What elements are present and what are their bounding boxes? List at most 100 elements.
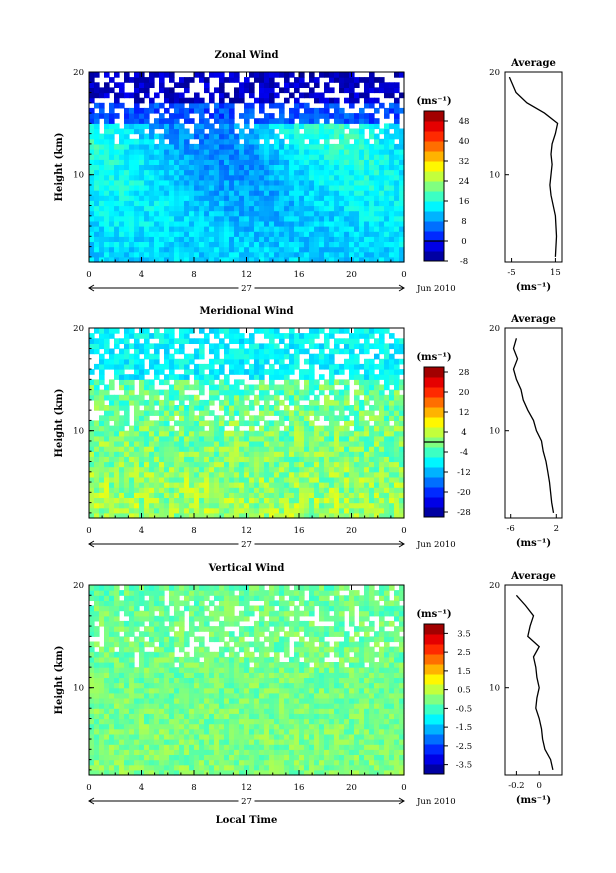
average-x-tick-label: 2 bbox=[554, 524, 559, 534]
colorbar-tick-label: 0.5 bbox=[457, 686, 471, 696]
average-profile: Average 10 20 -5 15 (ms⁻¹) bbox=[489, 58, 563, 293]
average-profile-line bbox=[515, 594, 554, 771]
heatmap-cells bbox=[89, 72, 405, 263]
x-tick-label: 8 bbox=[191, 783, 196, 793]
x-tick-label: 0 bbox=[401, 270, 406, 280]
average-frame bbox=[504, 584, 563, 776]
day-bar-left-arrow bbox=[88, 540, 95, 548]
day-label: 27 bbox=[241, 540, 252, 550]
colorbar-tick-label: 12 bbox=[459, 408, 470, 418]
panel-vertical: Vertical Wind 10 20 0 4 8 12 16 20 0 Height (km) 27… bbox=[54, 563, 563, 807]
x-tick-label: 0 bbox=[401, 783, 406, 793]
average-title: Average bbox=[510, 58, 556, 69]
colorbar-tick-label: 3.5 bbox=[457, 629, 471, 639]
colorbar-tick-label: -1.5 bbox=[456, 723, 472, 733]
average-y-tick-label: 10 bbox=[489, 171, 500, 181]
x-tick-label: 4 bbox=[139, 526, 144, 536]
y-tick-label: 20 bbox=[73, 68, 84, 78]
x-tick-label: 12 bbox=[241, 783, 252, 793]
panel-title: Meridional Wind bbox=[199, 306, 293, 317]
y-tick-label: 10 bbox=[73, 427, 84, 437]
average-x-tick-label: -0.2 bbox=[508, 781, 524, 791]
x-tick-label: 16 bbox=[294, 270, 305, 280]
average-x-tick-label: -5 bbox=[507, 268, 515, 278]
average-x-label: (ms⁻¹) bbox=[516, 538, 551, 549]
average-x-label: (ms⁻¹) bbox=[516, 795, 551, 806]
x-tick-label: 8 bbox=[191, 526, 196, 536]
colorbar-tick-label: 32 bbox=[459, 157, 470, 167]
day-bar-left-arrow bbox=[88, 284, 95, 292]
average-profile: Average 10 20 -6 2(ms⁻¹) bbox=[489, 314, 563, 549]
x-tick-label: 16 bbox=[294, 783, 305, 793]
y-tick-label: 10 bbox=[73, 684, 84, 694]
date-label: Jun 2010 bbox=[416, 284, 456, 294]
colorbar-frame bbox=[423, 110, 445, 262]
colorbar-tick-label: 4 bbox=[461, 428, 466, 438]
colorbar-tick-label: 48 bbox=[459, 117, 470, 127]
y-axis-label: Height (km) bbox=[54, 133, 65, 202]
date-label: Jun 2010 bbox=[416, 540, 456, 550]
day-bar-left-arrow bbox=[88, 797, 95, 805]
average-profile-line bbox=[508, 76, 559, 257]
colorbar-tick-label: -28 bbox=[457, 508, 471, 518]
average-y-tick-label: 20 bbox=[489, 68, 500, 78]
y-tick-label: 20 bbox=[73, 581, 84, 591]
day-label: 27 bbox=[241, 797, 252, 807]
y-tick-label: 20 bbox=[73, 324, 84, 334]
average-profile-line bbox=[512, 338, 555, 514]
colorbar-unit: (ms⁻¹) bbox=[416, 352, 451, 363]
x-tick-label: 20 bbox=[346, 270, 357, 280]
x-tick-label: 0 bbox=[401, 526, 406, 536]
x-tick-label: 12 bbox=[241, 270, 252, 280]
day-bar-right-arrow bbox=[398, 797, 405, 805]
panel-title: Vertical Wind bbox=[208, 563, 285, 574]
average-title: Average bbox=[510, 571, 556, 582]
x-tick-label: 20 bbox=[346, 526, 357, 536]
day-label: 27 bbox=[241, 284, 252, 294]
y-axis-label: Height (km) bbox=[54, 389, 65, 458]
x-tick-label: 0 bbox=[86, 783, 91, 793]
colorbar-tick-label: 28 bbox=[459, 368, 470, 378]
colorbar-tick-label: 24 bbox=[459, 177, 470, 187]
x-tick-label: 12 bbox=[241, 526, 252, 536]
x-tick-label: 8 bbox=[191, 270, 196, 280]
colorbar-tick-label: 8 bbox=[461, 217, 466, 227]
colorbar-tick-label: -4 bbox=[460, 448, 468, 458]
y-tick-label: 10 bbox=[73, 171, 84, 181]
colorbar: (ms⁻¹) -28 -20 -12 -4 4 12 20 28 bbox=[416, 352, 471, 518]
average-x-label: (ms⁻¹) bbox=[516, 282, 551, 293]
average-frame bbox=[504, 327, 563, 519]
x-tick-label: 4 bbox=[139, 783, 144, 793]
colorbar-tick-label: -12 bbox=[457, 468, 471, 478]
day-bar-right-arrow bbox=[398, 540, 405, 548]
day-bar-right-arrow bbox=[398, 284, 405, 292]
colorbar-tick-label: -8 bbox=[460, 257, 468, 267]
colorbar-tick-label: -0.5 bbox=[456, 704, 472, 714]
colorbar-tick-label: 0 bbox=[461, 237, 466, 247]
panel-meridional: Meridional Wind 10 20 0 4 8 12 16 20 0 Height (km)… bbox=[54, 306, 563, 550]
x-tick-label: 0 bbox=[86, 270, 91, 280]
colorbar-unit: (ms⁻¹) bbox=[416, 609, 451, 620]
y-axis-label: Height (km) bbox=[54, 646, 65, 715]
colorbar: (ms⁻¹) -3.5 -2.5 -1.5 -0.5 0.5 1.5 2.5 3.5 bbox=[416, 609, 472, 775]
x-axis-label: Local Time bbox=[216, 815, 278, 826]
heatmap-cells bbox=[89, 585, 405, 776]
average-y-tick-label: 20 bbox=[489, 324, 500, 334]
colorbar-tick-label: -3.5 bbox=[456, 761, 472, 771]
x-tick-label: 16 bbox=[294, 526, 305, 536]
colorbar-tick-label: -2.5 bbox=[456, 742, 472, 752]
x-tick-label: 20 bbox=[346, 783, 357, 793]
average-x-tick-label: 0 bbox=[536, 781, 541, 791]
colorbar-tick-label: 2.5 bbox=[457, 648, 471, 658]
average-y-tick-label: 10 bbox=[489, 684, 500, 694]
average-x-tick-label: -6 bbox=[507, 524, 515, 534]
colorbar: (ms⁻¹) -8 0 8 16 24 32 40 48 bbox=[416, 96, 469, 267]
average-x-tick-label: 15 bbox=[550, 268, 561, 278]
x-tick-label: 4 bbox=[139, 270, 144, 280]
heatmap-cells bbox=[89, 328, 405, 519]
average-profile: Average 10 20 -0.2 0 (ms⁻¹) bbox=[489, 571, 563, 806]
colorbar-tick-label: 20 bbox=[459, 388, 470, 398]
average-frame bbox=[504, 71, 563, 263]
